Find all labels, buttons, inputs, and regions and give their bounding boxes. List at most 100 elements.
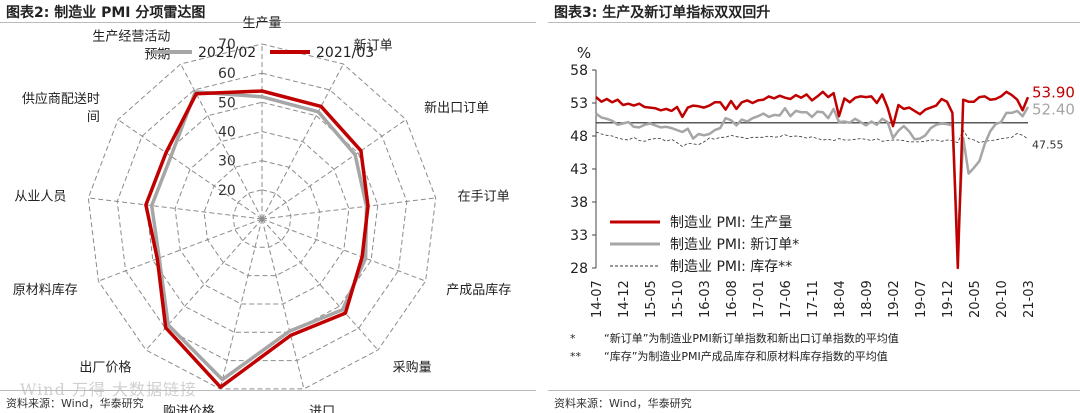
radar-axis-label: 采购量 <box>393 360 432 376</box>
radar-axis-label: 产成品库存 <box>446 282 511 298</box>
radar-ring <box>203 160 321 277</box>
footnote-marker-1: * <box>570 332 576 345</box>
x-tick-label: 18-04 <box>833 280 848 318</box>
radar-spoke <box>180 63 263 220</box>
x-tick-label: 14-07 <box>590 280 605 318</box>
x-tick-label: 19-02 <box>887 280 902 318</box>
radar-axis-label: 生产经营活动预期 <box>92 30 170 63</box>
y-tick-label: 28 <box>570 261 588 277</box>
radar-spoke <box>261 218 379 351</box>
radar-axis-label: 新订单 <box>354 38 393 54</box>
y-tick-label: 43 <box>570 162 588 178</box>
radar-header: 图表2: 制造业 PMI 分项雷达图 <box>0 0 536 23</box>
radar-axis-label-line: 采购量 <box>393 360 432 376</box>
x-tick-label: 16-08 <box>725 280 740 318</box>
line-series-0 <box>595 90 1030 270</box>
line-source: 资料来源：Wind，华泰研究 <box>554 397 692 410</box>
radar-axis-label: 从业人员 <box>14 189 66 204</box>
x-tick-label: 19-12 <box>941 280 956 318</box>
radar-axis-label-line: 新出口订单 <box>424 100 489 116</box>
radar-axis-label: 购进价格 <box>163 403 215 413</box>
radar-axis-label: 供应商配送时间 <box>22 91 100 125</box>
x-tick-label: 16-03 <box>698 280 713 318</box>
radar-ring-label: 60 <box>218 66 236 82</box>
radar-axis-label-line: 生产经营活动 <box>92 30 170 45</box>
radar-ring-label: 20 <box>218 183 236 199</box>
line-series-2 <box>595 129 1029 147</box>
legend-label: 制造业 PMI: 生产量 <box>670 215 792 231</box>
legend-label: 制造业 PMI: 库存** <box>670 259 792 275</box>
radar-spoke <box>261 63 344 220</box>
x-tick-label: 17-06 <box>779 280 794 318</box>
legend-label: 制造业 PMI: 新订单* <box>670 237 799 253</box>
radar-axis-label: 原材料库存 <box>13 282 78 298</box>
radar-title: 图表2: 制造业 PMI 分项雷达图 <box>6 5 206 21</box>
x-tick-label: 15-05 <box>644 280 659 318</box>
footnote-inventory: ** “库存”为制造业PMI产成品库存和原材料库存指数的平均值 <box>570 348 888 364</box>
radar-axis-label-line: 在手订单 <box>458 189 510 204</box>
x-tick-label: 20-05 <box>968 280 983 318</box>
x-tick-label: 21-03 <box>1022 280 1037 318</box>
radar-axis-label-line: 新订单 <box>354 38 393 54</box>
radar-axis-label-line: 生产量 <box>242 16 281 31</box>
y-tick-label: 58 <box>570 63 588 79</box>
radar-axis-label: 进口 <box>309 404 335 413</box>
radar-spoke <box>261 197 436 220</box>
radar-axis-label: 生产量 <box>242 16 281 31</box>
y-tick-label: 48 <box>570 129 588 145</box>
radar-panel: 图表2: 制造业 PMI 分项雷达图 20 30 40 50 60 70 生产量新订单新出口… <box>0 0 536 413</box>
y-axis-unit: % <box>577 44 591 62</box>
watermark: Wind 万得 大数据链接 <box>20 380 198 399</box>
footnote-text-1: “新订单”为制造业PMI新订单指数和新出口订单指数的平均值 <box>604 332 899 345</box>
line-panel: 图表3: 生产及新订单指标双双回升 % 28 33 38 43 48 53 58 14-07 14… <box>548 0 1080 413</box>
radar-spoke <box>261 218 305 390</box>
end-label: 47.55 <box>1032 138 1064 151</box>
radar-series-2021-02 <box>149 90 369 382</box>
footnote-new-orders: * “新订单”为制造业PMI新订单指数和新出口订单指数的平均值 <box>570 330 899 346</box>
radar-ring <box>174 130 350 305</box>
radar-spoke <box>88 197 263 220</box>
radar-source: 资料来源：Wind，华泰研究 <box>6 397 144 410</box>
y-tick-label: 38 <box>570 195 588 211</box>
legend-label: 2021/02 <box>198 45 256 61</box>
line-header: 图表3: 生产及新订单指标双双回升 <box>548 0 1080 23</box>
radar-ring <box>116 72 408 362</box>
line-source-bar: 资料来源：Wind，华泰研究 <box>548 390 1080 413</box>
x-tick-label: 15-10 <box>671 280 686 318</box>
x-tick-label: 20-10 <box>995 280 1010 318</box>
radar-source-bar: 资料来源：Wind，华泰研究 <box>0 390 536 413</box>
radar-axis-label-line: 预期 <box>144 48 170 63</box>
radar-axis-label-line: 从业人员 <box>14 189 66 204</box>
radar-axis-label-line: 原材料库存 <box>13 282 78 298</box>
radar-axis-label: 出厂价格 <box>79 360 131 376</box>
radar-axis-label-line: 间 <box>87 110 100 125</box>
y-tick-label: 33 <box>570 228 588 244</box>
end-label: 53.90 <box>1032 83 1075 101</box>
radar-series-2021-03 <box>144 89 370 389</box>
radar-spoke <box>261 119 407 220</box>
radar-spoke <box>261 218 426 282</box>
footnote-text-2: “库存”为制造业PMI产成品库存和原材料库存指数的平均值 <box>604 350 888 363</box>
radar-ring-label: 50 <box>218 95 236 111</box>
x-tick-label: 17-01 <box>752 280 767 318</box>
x-tick-label: 14-12 <box>617 280 632 318</box>
radar-spoke <box>219 218 263 390</box>
radar-ring <box>87 43 437 390</box>
radar-spoke <box>117 119 263 220</box>
end-label: 52.40 <box>1032 101 1075 119</box>
radar-ring-label: 70 <box>218 37 236 53</box>
radar-axis-label-line: 供应商配送时 <box>22 91 100 107</box>
radar-ring-label: 30 <box>218 154 236 170</box>
radar-legend: 2021/02 2021/03 <box>152 45 374 61</box>
y-tick-label: 53 <box>570 96 588 112</box>
radar-axis-label-line: 出厂价格 <box>79 360 131 376</box>
radar-axis-label: 新出口订单 <box>424 100 489 116</box>
radar-ring-label: 40 <box>218 125 236 141</box>
radar-ring <box>232 189 292 248</box>
x-tick-label: 19-07 <box>914 280 929 318</box>
line-title: 图表3: 生产及新订单指标双双回升 <box>554 5 771 21</box>
footnote-marker-2: ** <box>570 350 581 363</box>
radar-spoke <box>98 218 263 282</box>
radar-axis-label-line: 产成品库存 <box>446 282 511 298</box>
